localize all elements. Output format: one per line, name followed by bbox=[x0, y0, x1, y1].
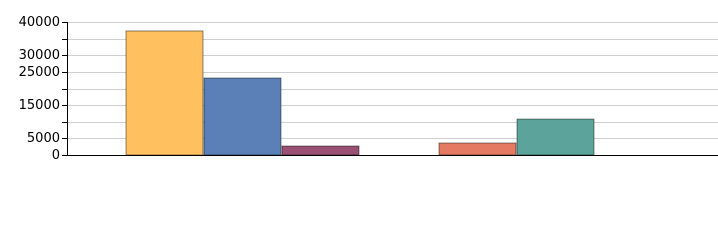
bar bbox=[203, 77, 282, 156]
chart: 0 5000 15000 25000 30000 40000 bbox=[19, 15, 718, 163]
bar bbox=[438, 142, 517, 156]
y-tick-label: 30000 bbox=[19, 48, 60, 63]
bar bbox=[516, 118, 595, 156]
y-tick-label: 0 bbox=[52, 148, 60, 163]
bar bbox=[125, 30, 204, 156]
y-tick-label: 25000 bbox=[19, 65, 60, 80]
y-tick-label: 5000 bbox=[27, 131, 60, 146]
y-tick-label: 15000 bbox=[19, 98, 60, 113]
bar bbox=[281, 145, 360, 156]
y-tick-label: 40000 bbox=[19, 15, 60, 30]
